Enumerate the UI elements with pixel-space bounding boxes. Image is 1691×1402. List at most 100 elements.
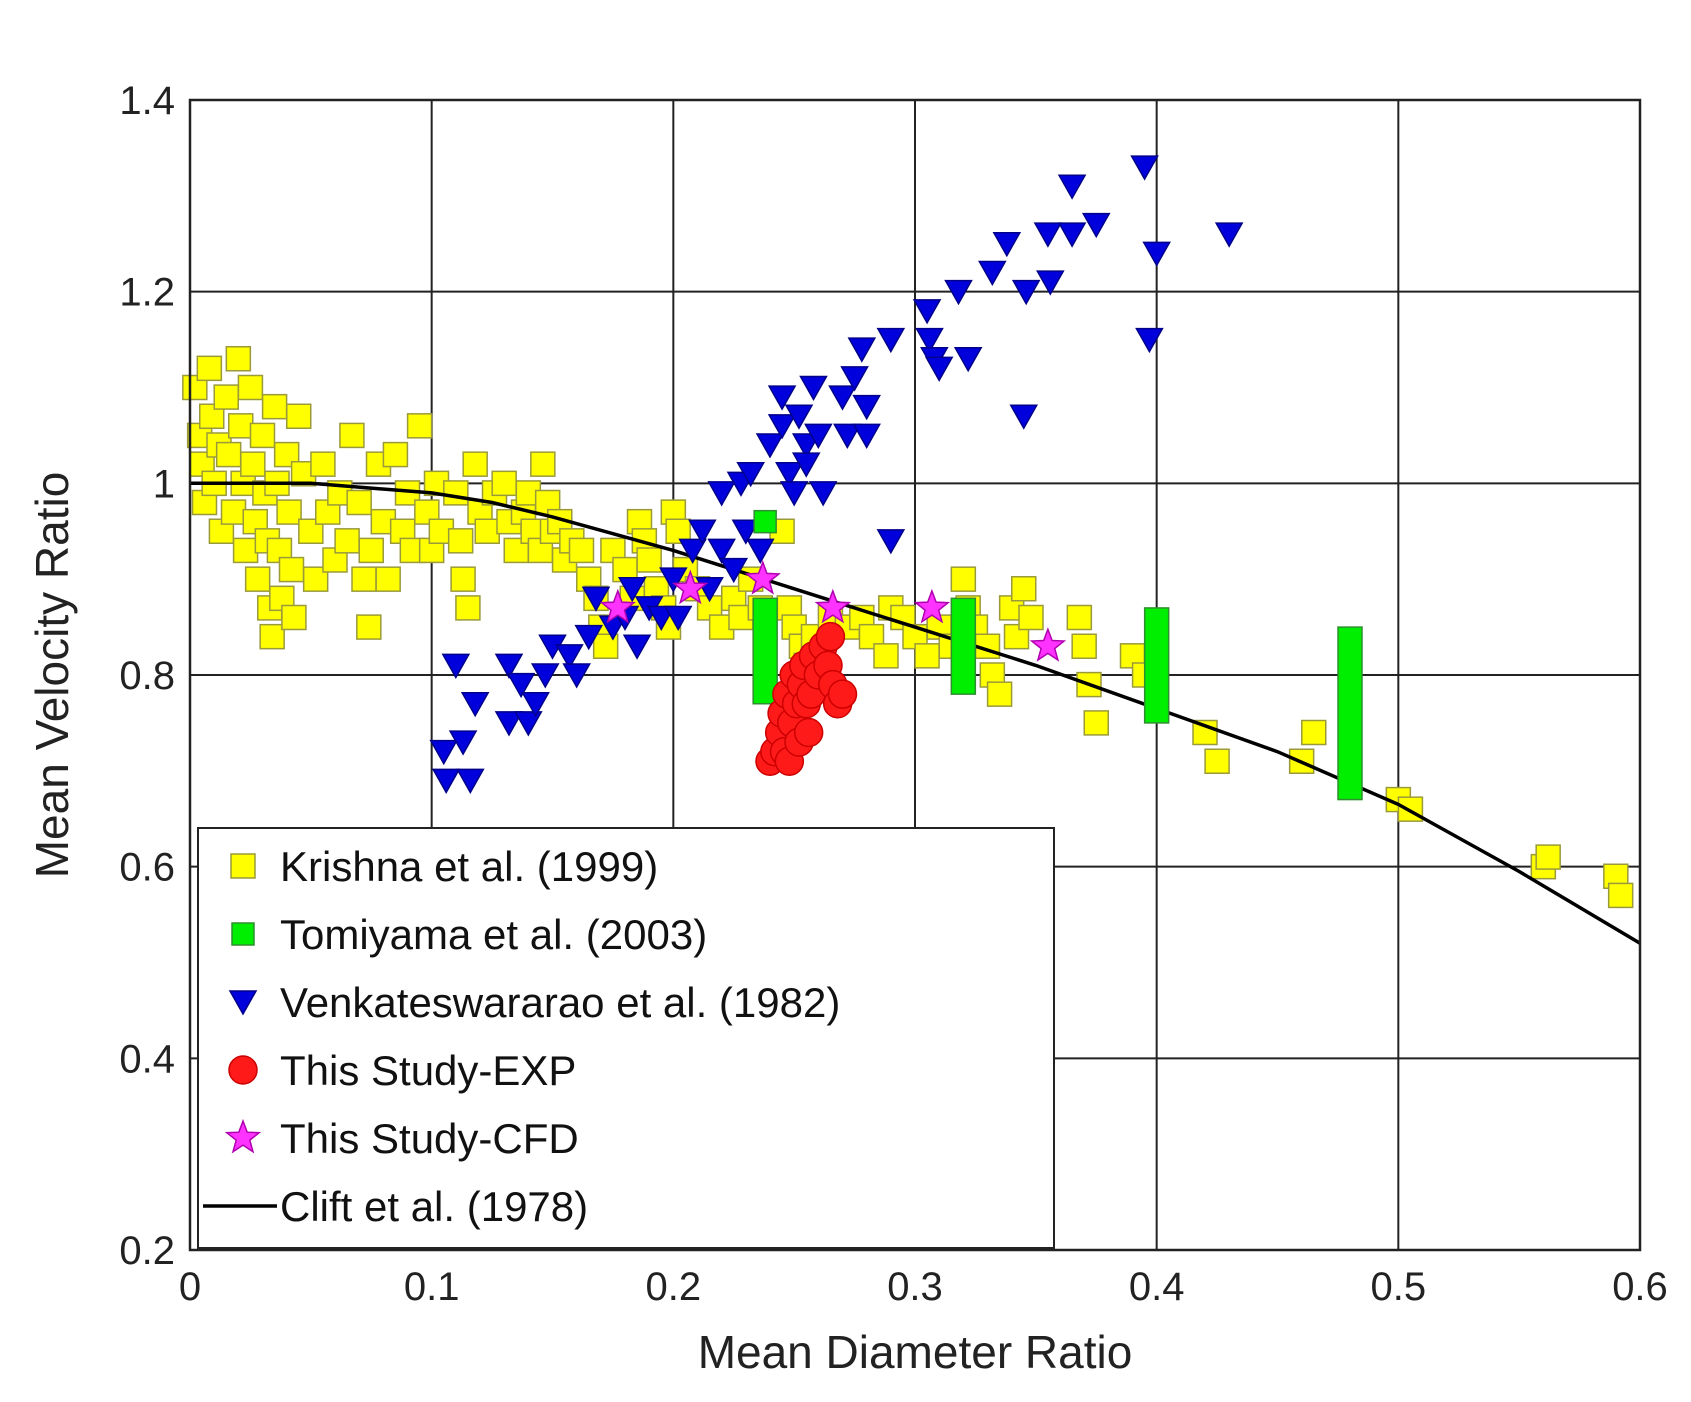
data-point (281, 604, 307, 631)
series-venkateswararao-et-al-1982 (429, 155, 1244, 794)
data-point (659, 567, 688, 593)
data-point (779, 481, 809, 507)
data-point (273, 441, 300, 468)
data-point (450, 566, 476, 592)
data-point (259, 623, 285, 650)
data-point (346, 489, 372, 516)
data-point (827, 679, 858, 709)
data-point (494, 653, 524, 679)
legend-marker (224, 1118, 262, 1154)
legend-marker (228, 1055, 258, 1085)
data-point (460, 692, 490, 718)
data-point (731, 519, 761, 545)
data-point (530, 663, 560, 689)
data-point (793, 717, 824, 748)
x-axis-title: Mean Diameter Ratio (698, 1326, 1133, 1378)
data-point (1057, 222, 1087, 248)
tomiyama-range-bar (1143, 607, 1170, 724)
data-point (678, 538, 707, 564)
series-tomiyama-et-al-2003 (752, 509, 1363, 801)
data-point (1083, 710, 1109, 736)
data-point (1011, 279, 1041, 306)
data-point (876, 529, 906, 555)
data-point (950, 566, 977, 592)
data-point (791, 452, 821, 478)
legend-label: Krishna et al. (1999) (280, 843, 658, 890)
data-point (852, 394, 881, 421)
data-point (530, 451, 556, 477)
legend-label: Tomiyama et al. (2003) (280, 911, 707, 958)
data-point (808, 481, 838, 507)
plot-frame (188, 98, 1642, 1252)
data-point (574, 624, 604, 651)
data-point (617, 577, 647, 603)
legend-item: This Study-CFD (224, 1115, 579, 1162)
data-point (914, 643, 940, 669)
y-tick-label: 1.4 (119, 79, 175, 123)
data-point (506, 672, 536, 699)
data-point (1011, 576, 1037, 602)
data-point (286, 403, 312, 429)
data-point (1301, 719, 1327, 746)
data-point (753, 509, 777, 534)
data-point (1029, 627, 1067, 662)
data-point (1204, 748, 1230, 774)
data-point (755, 433, 785, 459)
data-point (840, 366, 869, 392)
data-point (1607, 882, 1634, 909)
data-point (462, 451, 488, 477)
data-point (1535, 844, 1561, 870)
series-krishna-et-al-1999 (182, 346, 1634, 909)
data-point (358, 537, 384, 564)
data-point (707, 538, 736, 564)
series-this-study-cfd (599, 560, 1067, 662)
data-point (1009, 404, 1039, 430)
legend-label: Clift et al. (1978) (280, 1183, 588, 1230)
data-point (249, 422, 276, 449)
data-point (278, 556, 305, 583)
data-point (924, 356, 954, 382)
data-point (744, 560, 781, 595)
data-point (232, 537, 259, 564)
x-tick-label: 0.4 (1129, 1265, 1185, 1309)
data-point (455, 595, 481, 621)
legend-label: This Study-CFD (280, 1115, 579, 1162)
legend-marker (231, 922, 255, 946)
data-point (382, 441, 409, 468)
data-point (622, 634, 652, 660)
y-axis-title: Mean Velocity Ratio (26, 472, 78, 879)
data-point (431, 768, 461, 794)
series-this-study-exp (755, 621, 858, 776)
data-point (182, 374, 208, 401)
data-point (663, 605, 693, 632)
data-point (707, 481, 736, 507)
data-point (636, 547, 662, 573)
data-point (339, 422, 365, 449)
data-point (215, 441, 242, 468)
data-point (852, 423, 881, 449)
data-point (581, 586, 611, 612)
data-point (1135, 327, 1164, 354)
data-point (562, 663, 591, 689)
data-point (1066, 604, 1093, 631)
data-point (514, 711, 543, 737)
data-point (356, 614, 382, 640)
data-point (1033, 222, 1063, 248)
x-tick-label: 0.2 (646, 1265, 702, 1309)
x-tick-label: 0 (179, 1265, 201, 1309)
data-point (814, 588, 852, 624)
y-tick-label: 1.2 (119, 271, 175, 315)
data-point (429, 739, 459, 766)
y-tick-label: 0.6 (119, 846, 175, 890)
data-point (228, 413, 254, 439)
legend-item: Tomiyama et al. (2003) (231, 911, 707, 958)
data-point (791, 433, 821, 459)
data-point (225, 346, 252, 372)
data-point (456, 768, 485, 794)
legend-item: This Study-EXP (228, 1047, 576, 1094)
data-point (1036, 270, 1065, 296)
data-point (953, 347, 983, 373)
data-point (913, 588, 951, 624)
data-point (828, 385, 857, 411)
